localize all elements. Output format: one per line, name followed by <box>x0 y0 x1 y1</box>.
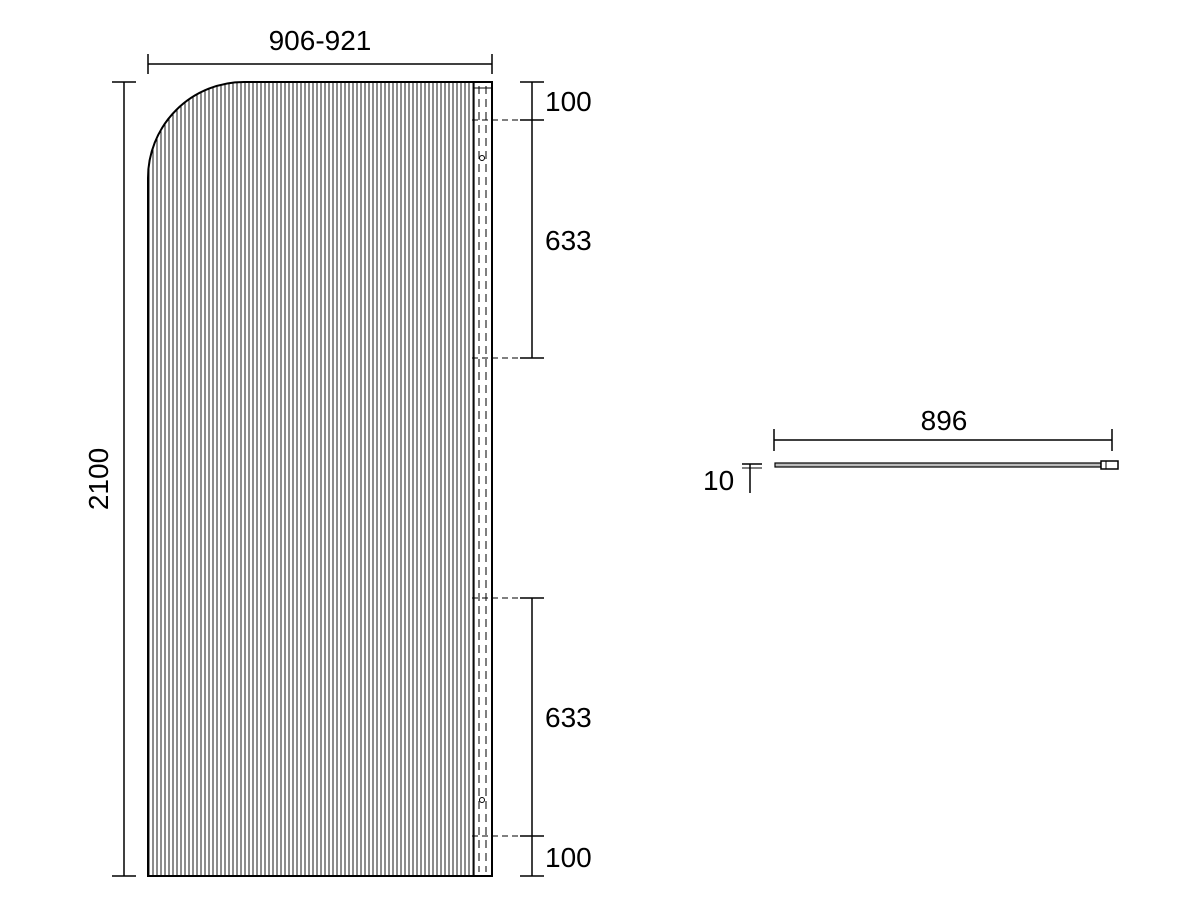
dim-label: 633 <box>545 225 592 256</box>
dim-label: 100 <box>545 86 592 117</box>
height-label: 2100 <box>83 448 114 510</box>
hinge-dimensions <box>520 81 544 877</box>
dim-label: 633 <box>545 702 592 733</box>
width-label: 906-921 <box>269 25 372 56</box>
height-dimension <box>112 81 136 877</box>
glass-panel <box>147 81 493 877</box>
top-view <box>742 429 1119 493</box>
fixing-hole <box>479 797 485 803</box>
fixing-hole <box>479 155 485 161</box>
dim-label: 100 <box>545 842 592 873</box>
extension-lines <box>472 119 520 837</box>
width-dimension <box>147 54 493 74</box>
thickness-label: 10 <box>703 465 734 496</box>
wall-channel <box>473 82 492 876</box>
top-width-label: 896 <box>921 405 968 436</box>
